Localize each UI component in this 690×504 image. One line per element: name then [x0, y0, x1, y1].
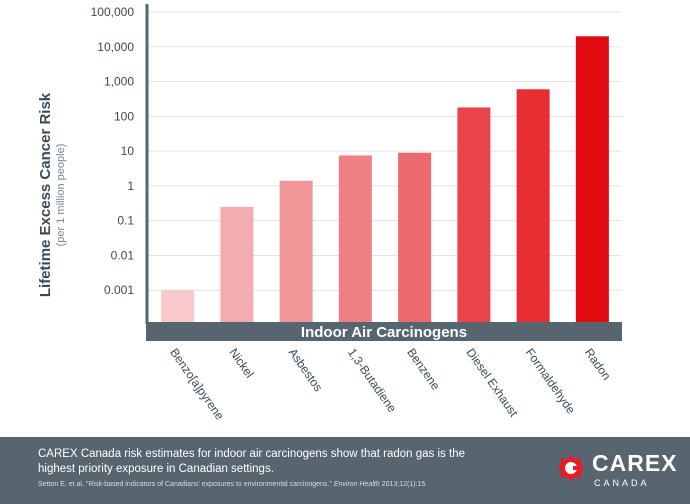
y-tick-label: 10,000: [97, 40, 134, 54]
x-tick-label: 1,3-Butadiene: [345, 346, 400, 416]
carex-logo-icon: [558, 455, 584, 481]
citation-main: Setton E, et al. "Risk-based indicators …: [38, 481, 332, 488]
y-axis-sublabel: (per 1 million people): [55, 144, 67, 247]
chart: 0.001 0.01 0.1 1 10 100 1,000 10,000 100,000 Ind…: [37, 4, 622, 423]
x-tick-label: Formaldehyde: [523, 346, 579, 417]
y-tick-label: 1: [127, 179, 134, 193]
bar-benzo-a-pyrene: [161, 290, 195, 325]
bar-asbestos: [279, 180, 313, 325]
bars: [161, 36, 609, 325]
y-tick-label: 0.001: [104, 283, 134, 297]
y-tick-labels: 0.001 0.01 0.1 1 10 100 1,000 10,000 100,000: [91, 5, 135, 297]
logo-subtitle: CANADA: [594, 478, 650, 488]
bar-1-3-butadiene: [338, 155, 372, 325]
y-tick-label: 0.01: [111, 248, 135, 262]
x-tick-label: Benzene: [404, 346, 443, 393]
citation-ref: 2013;12(1):15.: [381, 481, 428, 488]
y-axis-label: Lifetime Excess Cancer Risk: [37, 92, 54, 297]
bar-radon: [575, 36, 609, 325]
gridlines: [148, 11, 622, 291]
bar-formaldehyde: [516, 89, 550, 325]
bar-nickel: [220, 206, 254, 325]
citation: Setton E, et al. "Risk-based indicators …: [38, 481, 427, 488]
x-tick-label: Asbestos: [286, 346, 326, 394]
x-tick-label: Radon: [582, 346, 614, 383]
y-tick-label: 100,000: [91, 5, 135, 19]
y-tick-label: 10: [121, 144, 135, 158]
bar-diesel-exhaust: [457, 107, 491, 325]
x-tick-label: Nickel: [226, 346, 256, 381]
x-tick-label: Diesel Exhaust: [463, 346, 521, 420]
carex-logo: CAREX CANADA: [556, 450, 681, 490]
logo-wordmark: CAREX: [592, 450, 678, 476]
bar-benzene: [398, 152, 432, 325]
x-axis-label: Indoor Air Carcinogens: [301, 324, 467, 341]
y-tick-label: 100: [114, 109, 134, 123]
x-tick-label: Benzo[a]pyrene: [167, 346, 227, 423]
citation-journal: Environ Health: [333, 481, 380, 488]
y-tick-label: 0.1: [117, 214, 134, 228]
y-tick-label: 1,000: [104, 75, 134, 89]
x-tick-labels: Benzo[a]pyrene Nickel Asbestos 1,3-Butadien…: [167, 346, 614, 423]
footer-caption: CAREX Canada risk estimates for indoor a…: [38, 448, 465, 475]
x-axis-band: [146, 322, 622, 341]
